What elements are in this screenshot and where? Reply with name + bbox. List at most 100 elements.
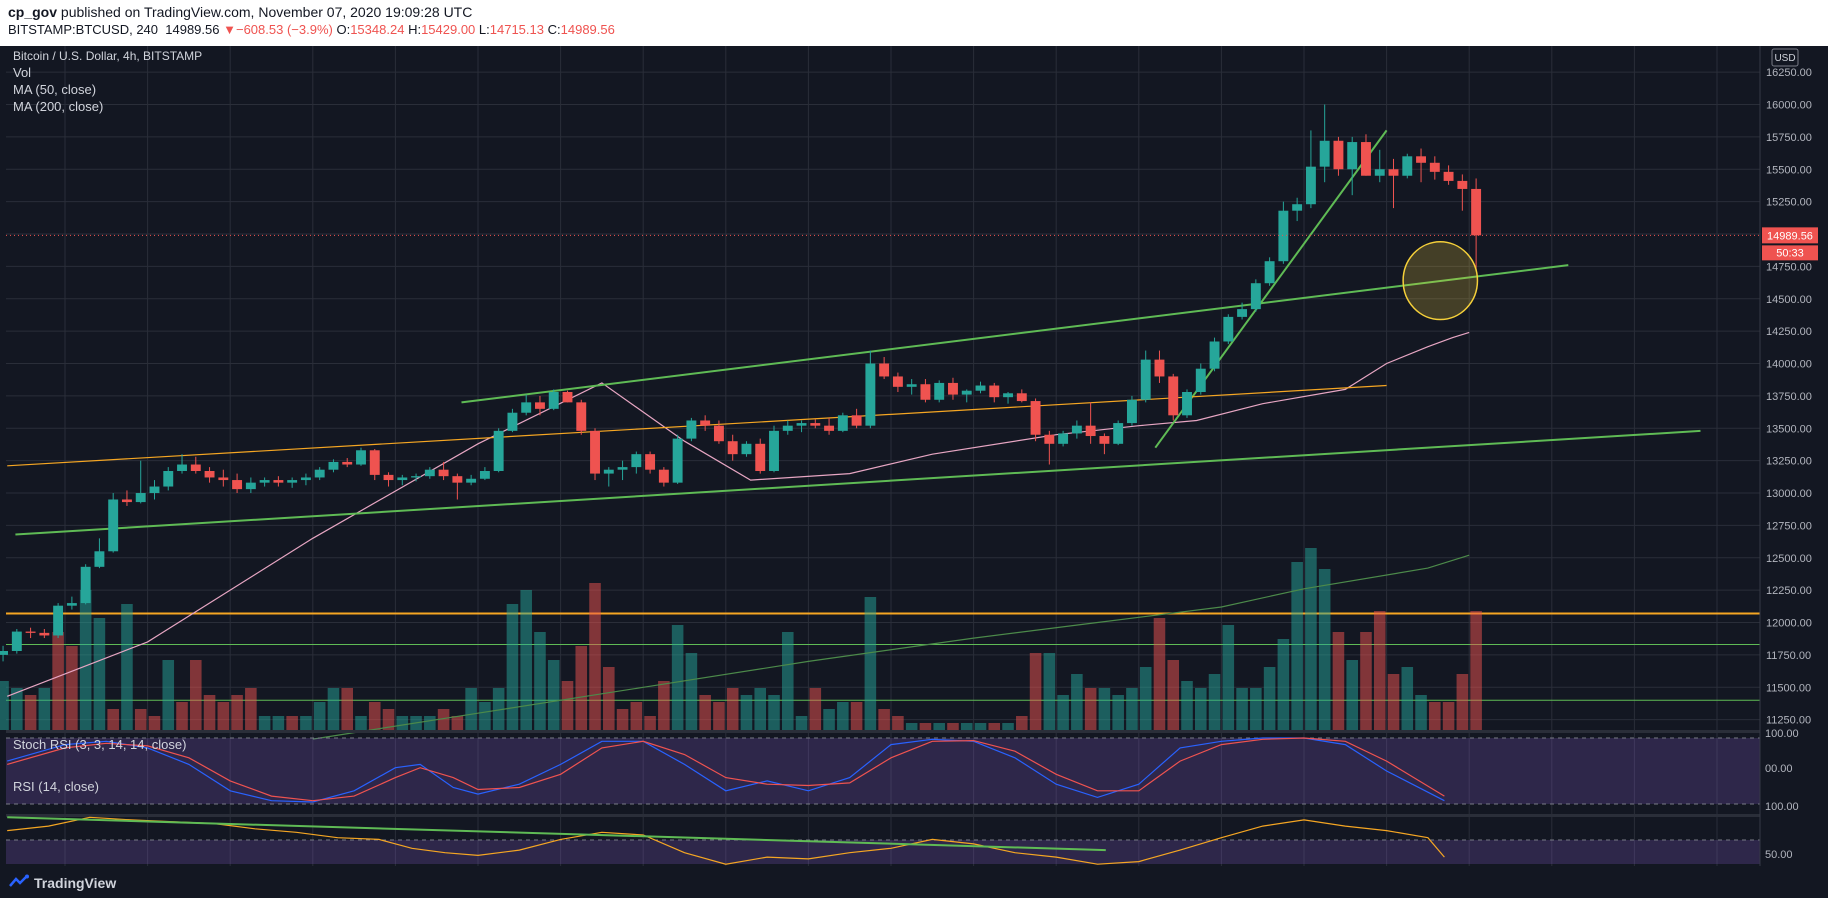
- volume-bar-7: [93, 618, 106, 730]
- volume-bar-47: [644, 716, 656, 730]
- volume-bar-76: [1043, 653, 1056, 730]
- candle-body-62: [851, 415, 862, 426]
- candle-body-35: [479, 470, 490, 479]
- pane-separator: [6, 814, 1760, 817]
- volume-bar-58: [795, 716, 808, 730]
- candle-body-59: [810, 423, 821, 426]
- candle-body-84: [1154, 359, 1165, 377]
- volume-bar-44: [603, 667, 615, 730]
- candle-body-51: [700, 420, 711, 426]
- candle-body-82: [1126, 399, 1137, 424]
- candle-body-90: [1237, 309, 1248, 317]
- candle-body-88: [1209, 341, 1220, 369]
- candle-body-102: [1402, 156, 1413, 176]
- price-tick-11: 13500.00: [1766, 423, 1812, 435]
- volume-bar-5: [66, 646, 78, 730]
- volume-bar-64: [878, 709, 890, 730]
- candle-body-38: [521, 402, 532, 413]
- volume-bar-35: [479, 702, 491, 730]
- candle-body-42: [576, 402, 587, 431]
- price-tick-7: 14500.00: [1766, 294, 1812, 306]
- candle-body-94: [1292, 204, 1303, 211]
- footer: TradingView: [0, 866, 1828, 898]
- candle-body-80: [1099, 436, 1110, 444]
- volume-bar-57: [781, 632, 794, 730]
- candle-body-107: [1471, 188, 1482, 236]
- volume-bar-49: [671, 625, 684, 730]
- candle-body-66: [906, 384, 917, 387]
- volume-bar-42: [575, 646, 588, 730]
- chart-grid: [6, 46, 1760, 866]
- candle-body-40: [548, 392, 559, 409]
- candle-body-76: [1044, 434, 1055, 444]
- volume-bar-94: [1291, 562, 1303, 730]
- volume-bar-63: [864, 597, 877, 730]
- candle-body-26: [356, 450, 366, 465]
- volume-bar-92: [1263, 667, 1276, 730]
- volume-bar-20: [272, 716, 285, 730]
- volume-bar-2: [24, 695, 37, 730]
- candle-body-92: [1264, 261, 1275, 284]
- volume-bar-45: [616, 709, 629, 730]
- volume-bar-85: [1167, 660, 1180, 730]
- trendline-2: [1154, 129, 1388, 449]
- candle-body-18: [245, 482, 256, 490]
- candle-body-104: [1429, 162, 1440, 172]
- currency-badge[interactable]: [1771, 48, 1799, 67]
- volume-bar-70: [960, 723, 973, 730]
- volume-bar-99: [1360, 632, 1372, 730]
- price-tick-16: 12250.00: [1766, 585, 1812, 597]
- candle-body-7: [94, 551, 105, 567]
- volume-bar-29: [396, 716, 409, 730]
- candle-body-15: [204, 470, 215, 478]
- volume-bar-1: [11, 688, 23, 730]
- countdown-tag: [1762, 245, 1818, 261]
- candle-body-69: [948, 382, 958, 395]
- volume-bar-56: [768, 695, 780, 730]
- candle-body-48: [658, 469, 669, 483]
- candle-body-3: [39, 632, 50, 636]
- candle-body-9: [121, 499, 132, 503]
- volume-bar-101: [1387, 674, 1400, 730]
- volume-bar-54: [740, 695, 753, 730]
- candle-body-10: [135, 493, 146, 503]
- volume-bar-102: [1401, 667, 1414, 730]
- price-tick-9: 14000.00: [1766, 359, 1812, 371]
- price-chart[interactable]: 16250.00 16000.00 15750.00 15500.00 15250.00…: [0, 46, 1828, 866]
- volume-bar-71: [974, 723, 987, 730]
- volume-bar-55: [754, 688, 767, 730]
- volume-bar-97: [1332, 632, 1345, 730]
- candle-body-81: [1113, 423, 1124, 444]
- stoch-d-line: [7, 737, 1445, 802]
- volume-bar-60: [823, 709, 835, 730]
- rsi-tick-50: 50.00: [1765, 849, 1793, 861]
- volume-bar-16: [217, 702, 230, 730]
- price-change: −608.53 (−3.9%): [235, 22, 333, 37]
- candle-body-91: [1250, 283, 1261, 310]
- candle-body-86: [1182, 392, 1192, 416]
- tradingview-logo-icon[interactable]: [8, 874, 30, 890]
- tradingview-brand[interactable]: TradingView: [34, 875, 117, 891]
- candle-body-103: [1416, 156, 1427, 163]
- candle-body-14: [190, 464, 201, 471]
- open-label: O:: [336, 22, 351, 37]
- volume-bar-21: [286, 716, 298, 730]
- volume-bar-87: [1194, 688, 1207, 730]
- price-tick-4: 15250.00: [1766, 197, 1812, 209]
- publish-info: cp_gov published on TradingView.com, Nov…: [8, 4, 472, 20]
- volume-bar-106: [1456, 674, 1469, 730]
- volume-bar-10: [134, 709, 147, 730]
- volume-bar-74: [1016, 716, 1028, 730]
- volume-bar-40: [547, 660, 560, 730]
- candle-body-57: [782, 425, 793, 431]
- candle-body-68: [934, 382, 945, 400]
- last-price-tag: [1762, 227, 1818, 244]
- candle-body-31: [424, 469, 435, 477]
- volume-bar-19: [258, 716, 271, 730]
- author-name[interactable]: cp_gov: [8, 4, 58, 20]
- candle-body-98: [1347, 142, 1358, 170]
- volume-bar-41: [561, 681, 574, 730]
- volume-bar-39: [534, 632, 546, 730]
- candle-body-54: [741, 443, 752, 455]
- candle-body-12: [163, 470, 174, 487]
